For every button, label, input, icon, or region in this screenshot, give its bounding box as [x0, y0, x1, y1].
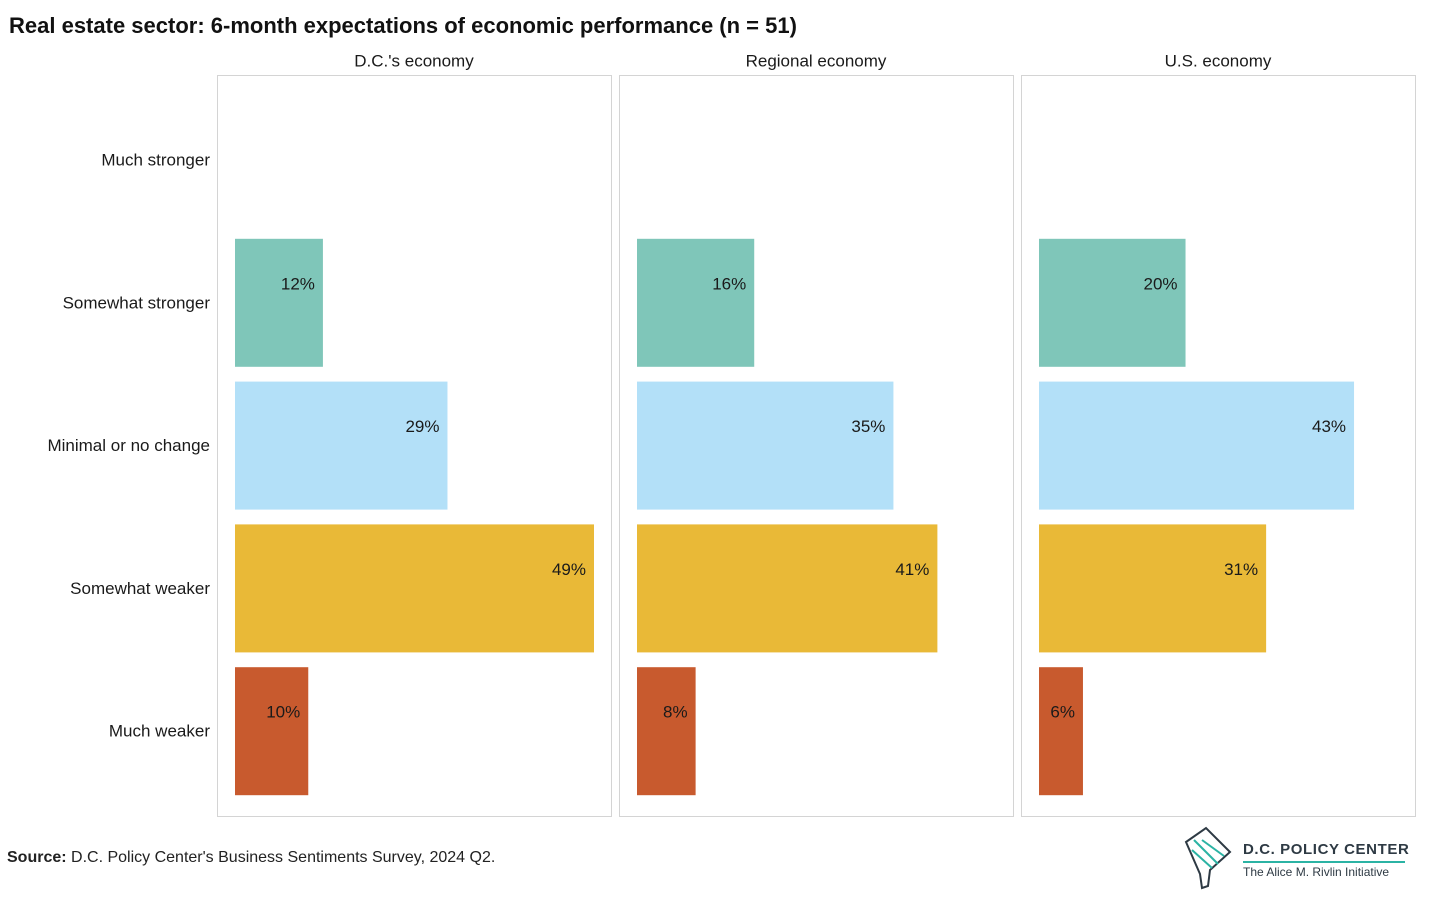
data-label: 41%: [895, 560, 929, 579]
panel-title: D.C.'s economy: [354, 51, 474, 70]
logo-rule: [1243, 861, 1405, 863]
chart-title: Real estate sector: 6-month expectations…: [9, 13, 797, 38]
bar: [637, 667, 696, 796]
bar: [1039, 524, 1267, 653]
logo-subtitle: The Alice M. Rivlin Initiative: [1243, 865, 1390, 879]
bar: [235, 667, 309, 796]
bar: [637, 238, 755, 367]
y-axis-label: Much weaker: [109, 722, 210, 741]
bar: [637, 524, 938, 653]
y-axis-label: Somewhat weaker: [70, 579, 210, 598]
bar: [1039, 238, 1186, 367]
source-label: Source:: [7, 849, 67, 866]
bar: [235, 381, 448, 510]
data-label: 29%: [405, 417, 439, 436]
data-label: 31%: [1224, 560, 1258, 579]
dc-map-icon: [1184, 826, 1232, 890]
y-axis-label: Much stronger: [101, 150, 210, 169]
source-note: Source: D.C. Policy Center's Business Se…: [7, 849, 495, 867]
bar: [235, 238, 323, 367]
data-label: 35%: [851, 417, 885, 436]
data-label: 43%: [1312, 417, 1346, 436]
y-axis-label: Somewhat stronger: [63, 293, 211, 312]
dc-policy-center-logo: D.C. POLICY CENTER The Alice M. Rivlin I…: [1180, 826, 1420, 892]
panel-title: U.S. economy: [1165, 51, 1272, 70]
logo-title: D.C. POLICY CENTER: [1243, 841, 1410, 858]
bar: [1039, 667, 1083, 796]
data-label: 49%: [552, 560, 586, 579]
y-axis-label: Minimal or no change: [47, 436, 210, 455]
data-label: 12%: [281, 274, 315, 293]
bar: [1039, 381, 1355, 510]
data-label: 16%: [712, 274, 746, 293]
panel-title: Regional economy: [746, 51, 887, 70]
data-label: 6%: [1050, 703, 1075, 722]
bar: [637, 381, 894, 510]
bar: [235, 524, 594, 653]
data-label: 8%: [663, 703, 688, 722]
panel-frame: [217, 75, 612, 817]
source-text: D.C. Policy Center's Business Sentiments…: [71, 849, 496, 866]
data-label: 10%: [266, 703, 300, 722]
data-label: 20%: [1143, 274, 1177, 293]
panel-frame: [619, 75, 1014, 817]
panel-frame: [1021, 75, 1416, 817]
